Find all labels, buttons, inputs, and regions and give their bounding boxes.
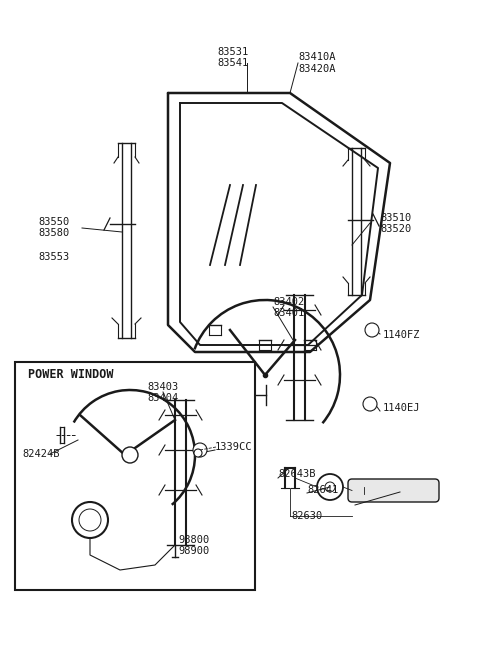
Text: 82643B: 82643B [278,469,315,479]
Circle shape [194,449,202,457]
Circle shape [122,447,138,463]
FancyBboxPatch shape [348,479,439,502]
Text: 83404: 83404 [147,393,179,403]
Circle shape [79,509,101,531]
Text: 83541: 83541 [217,58,249,68]
Circle shape [325,482,335,492]
Text: 83531: 83531 [217,47,249,57]
Text: 83520: 83520 [380,224,411,234]
Circle shape [193,443,207,457]
Text: 82630: 82630 [291,511,323,521]
Text: 83403: 83403 [147,382,179,392]
Bar [15,362,255,590]
Text: 83550: 83550 [38,217,69,227]
Text: 82641: 82641 [307,485,338,495]
Text: 98900: 98900 [178,546,209,556]
Circle shape [317,474,343,500]
Text: 82424B: 82424B [22,449,60,459]
Text: 83401: 83401 [273,308,304,318]
Text: 83510: 83510 [380,213,411,223]
Text: 83580: 83580 [38,228,69,238]
Text: 1140FZ: 1140FZ [383,330,420,340]
Text: 1140EJ: 1140EJ [383,403,420,413]
Text: POWER WINDOW: POWER WINDOW [28,367,113,380]
Circle shape [365,323,379,337]
Text: 83402: 83402 [273,297,304,307]
Text: 1339CC: 1339CC [215,442,252,452]
Text: 83420A: 83420A [298,64,336,74]
Text: 98800: 98800 [178,535,209,545]
Text: 83410A: 83410A [298,52,336,62]
Circle shape [72,502,108,538]
Text: 83553: 83553 [38,252,69,262]
Circle shape [363,397,377,411]
